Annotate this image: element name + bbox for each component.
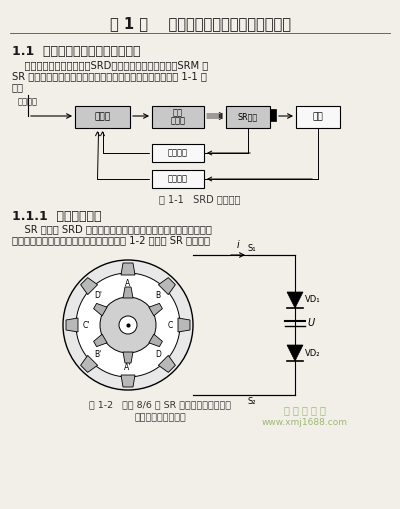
- Text: 图 1-1   SRD 基本构成: 图 1-1 SRD 基本构成: [159, 194, 241, 204]
- Polygon shape: [94, 303, 107, 316]
- Text: S₂: S₂: [248, 397, 256, 406]
- Bar: [270, 109, 276, 121]
- Text: SR电机: SR电机: [238, 112, 258, 122]
- Text: 示。: 示。: [12, 82, 24, 92]
- Text: 负载: 负载: [313, 112, 323, 122]
- Text: 图 1-2   四相 8/6 极 SR 电机典型结构原理图: 图 1-2 四相 8/6 极 SR 电机典型结构原理图: [89, 400, 231, 409]
- Text: 开关磁阻电机驱动系统（SRD）主要由开关磁阻电机（SRM 或: 开关磁阻电机驱动系统（SRD）主要由开关磁阻电机（SRM 或: [12, 60, 208, 70]
- Text: SR 电机）、功率变换器、控制器和检测器四部分组成，如图 1-1 所: SR 电机）、功率变换器、控制器和检测器四部分组成，如图 1-1 所: [12, 71, 207, 81]
- Text: （只画出其中一相）: （只画出其中一相）: [134, 413, 186, 422]
- Bar: [152, 144, 204, 162]
- Text: 第 1 章    开关磁阻电机的构造和工作原理: 第 1 章 开关磁阻电机的构造和工作原理: [110, 16, 290, 31]
- Text: D: D: [155, 350, 161, 359]
- Bar: [75, 106, 130, 128]
- Polygon shape: [121, 263, 135, 275]
- Polygon shape: [81, 277, 98, 295]
- Polygon shape: [149, 303, 162, 316]
- Bar: [226, 106, 270, 128]
- Text: 给定速度: 给定速度: [18, 97, 38, 106]
- Text: B': B': [95, 350, 102, 359]
- Text: SR 电机是 SRD 中实现机电能量转换的部件，它的结构和工作原: SR 电机是 SRD 中实现机电能量转换的部件，它的结构和工作原: [12, 224, 212, 234]
- Text: 电流检测: 电流检测: [168, 149, 188, 157]
- Text: 变换器: 变换器: [170, 117, 186, 126]
- Text: C: C: [167, 321, 173, 329]
- Bar: [296, 106, 340, 128]
- Polygon shape: [121, 375, 135, 387]
- Polygon shape: [81, 355, 98, 373]
- Text: C': C': [82, 321, 90, 329]
- Text: A': A': [124, 362, 132, 372]
- Text: 位置检测: 位置检测: [168, 175, 188, 184]
- Text: 圆 圆 教 程 网: 圆 圆 教 程 网: [284, 405, 326, 415]
- Polygon shape: [94, 334, 107, 347]
- Polygon shape: [123, 287, 133, 298]
- Polygon shape: [158, 277, 175, 295]
- Polygon shape: [178, 318, 190, 332]
- Circle shape: [76, 273, 180, 377]
- Text: S₁: S₁: [248, 244, 257, 253]
- Text: 1.1.1  开关磁阻电机: 1.1.1 开关磁阻电机: [12, 210, 102, 223]
- Text: U: U: [307, 318, 314, 328]
- Circle shape: [63, 260, 193, 390]
- Bar: [152, 106, 204, 128]
- Text: 控制器: 控制器: [94, 112, 110, 122]
- Polygon shape: [287, 345, 303, 361]
- Text: D': D': [94, 291, 102, 300]
- Polygon shape: [66, 318, 78, 332]
- Text: 理与传统的交直流电机有着很大的差别，图 1-2 为典型 SR 电机的结: 理与传统的交直流电机有着很大的差别，图 1-2 为典型 SR 电机的结: [12, 235, 210, 245]
- Text: www.xmj1688.com: www.xmj1688.com: [262, 418, 348, 427]
- Text: A: A: [125, 278, 131, 288]
- Text: 功率: 功率: [173, 108, 183, 118]
- Text: i: i: [237, 240, 239, 250]
- Circle shape: [119, 316, 137, 334]
- Circle shape: [100, 297, 156, 353]
- Polygon shape: [158, 355, 175, 373]
- Text: VD₁: VD₁: [305, 296, 321, 304]
- Polygon shape: [123, 352, 133, 363]
- Text: B: B: [155, 291, 160, 300]
- Text: VD₂: VD₂: [305, 349, 320, 357]
- Polygon shape: [287, 292, 303, 308]
- Polygon shape: [149, 334, 162, 347]
- Bar: [152, 170, 204, 188]
- Text: 1.1  开关磁阻电机驱动系统的组成: 1.1 开关磁阻电机驱动系统的组成: [12, 45, 140, 58]
